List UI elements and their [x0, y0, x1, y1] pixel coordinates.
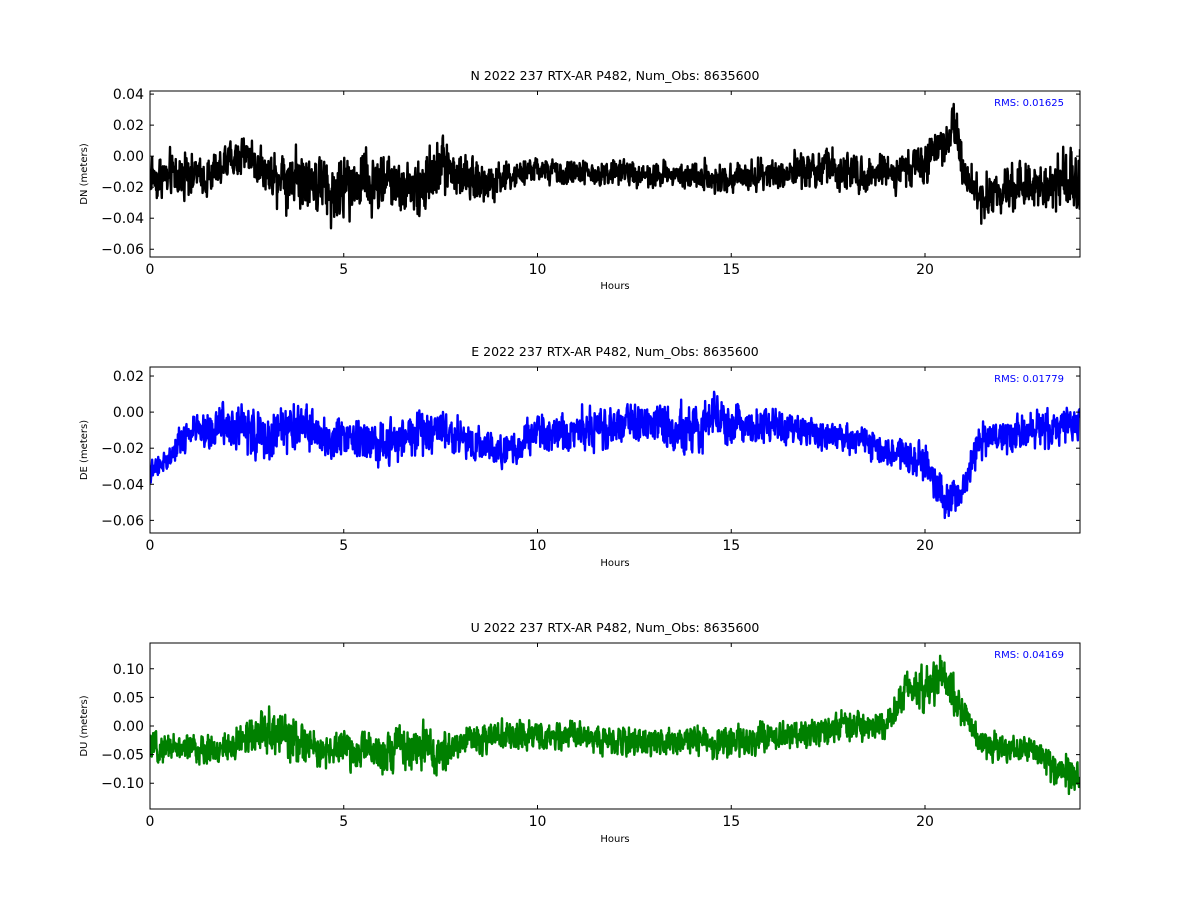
series-line	[150, 102, 1080, 230]
y-tick-label: 0.02	[113, 369, 144, 385]
y-tick-label: 0.05	[113, 690, 144, 706]
subplot-title: E 2022 237 RTX-AR P482, Num_Obs: 8635600	[471, 344, 759, 359]
axes-frame	[149, 90, 1081, 258]
x-axis-label: Hours	[600, 834, 629, 845]
y-tick-label: −0.05	[101, 748, 144, 764]
series-line	[150, 390, 1080, 520]
y-tick-label: −0.04	[101, 477, 144, 493]
x-tick-label: 20	[916, 538, 934, 554]
y-tick-label: −0.02	[101, 441, 144, 457]
y-tick-label: 0.00	[113, 149, 144, 165]
x-tick-label: 10	[529, 814, 547, 830]
subplot-2: 0 5 10 15 20 0.02 0.00 −0.02 −0.04 −0.06 E 2022 23…	[79, 344, 1081, 569]
axes-frame	[149, 366, 1081, 534]
x-tick-label: 5	[339, 262, 348, 278]
x-tick-label: 10	[529, 538, 547, 554]
subplot-3: 0 5 10 15 20 0.10 0.05 0.00 −0.05 −0.10 U 2022 237…	[79, 620, 1081, 845]
subplot-1: 0 5 10 15 20 0.04 0.02 0.00 −0.02 −0.04 −0.06 N 202…	[79, 68, 1081, 292]
y-axis-label: DN (meters)	[79, 143, 90, 205]
x-tick-label: 10	[529, 262, 547, 278]
y-tick-label: −0.10	[101, 776, 144, 792]
y-tick-label: 0.00	[113, 719, 144, 735]
y-tick-label: 0.00	[113, 405, 144, 421]
rms-annotation: RMS: 0.01625	[994, 98, 1064, 109]
x-tick-label: 0	[146, 262, 155, 278]
rms-annotation: RMS: 0.04169	[994, 650, 1064, 661]
y-tick-label: −0.02	[101, 180, 144, 196]
x-tick-label: 0	[146, 814, 155, 830]
series-line	[150, 654, 1080, 796]
y-tick-label: −0.06	[101, 513, 144, 529]
x-tick-label: 0	[146, 538, 155, 554]
x-tick-label: 20	[916, 262, 934, 278]
y-tick-label: 0.10	[113, 662, 144, 678]
y-axis-label: DU (meters)	[79, 695, 90, 756]
y-axis-label: DE (meters)	[79, 420, 90, 480]
y-tick-label: −0.06	[101, 242, 144, 258]
subplot-title: U 2022 237 RTX-AR P482, Num_Obs: 8635600	[471, 620, 760, 635]
x-tick-label: 5	[339, 538, 348, 554]
x-tick-label: 15	[722, 814, 740, 830]
x-tick-label: 15	[722, 538, 740, 554]
rms-annotation: RMS: 0.01779	[994, 374, 1064, 385]
x-axis-label: Hours	[600, 558, 629, 569]
x-tick-label: 20	[916, 814, 934, 830]
x-axis-label: Hours	[600, 281, 629, 292]
x-tick-label: 5	[339, 814, 348, 830]
subplot-title: N 2022 237 RTX-AR P482, Num_Obs: 8635600	[471, 68, 760, 83]
y-tick-label: 0.02	[113, 118, 144, 134]
y-tick-label: 0.04	[113, 87, 144, 103]
y-tick-label: −0.04	[101, 211, 144, 227]
x-tick-label: 15	[722, 262, 740, 278]
